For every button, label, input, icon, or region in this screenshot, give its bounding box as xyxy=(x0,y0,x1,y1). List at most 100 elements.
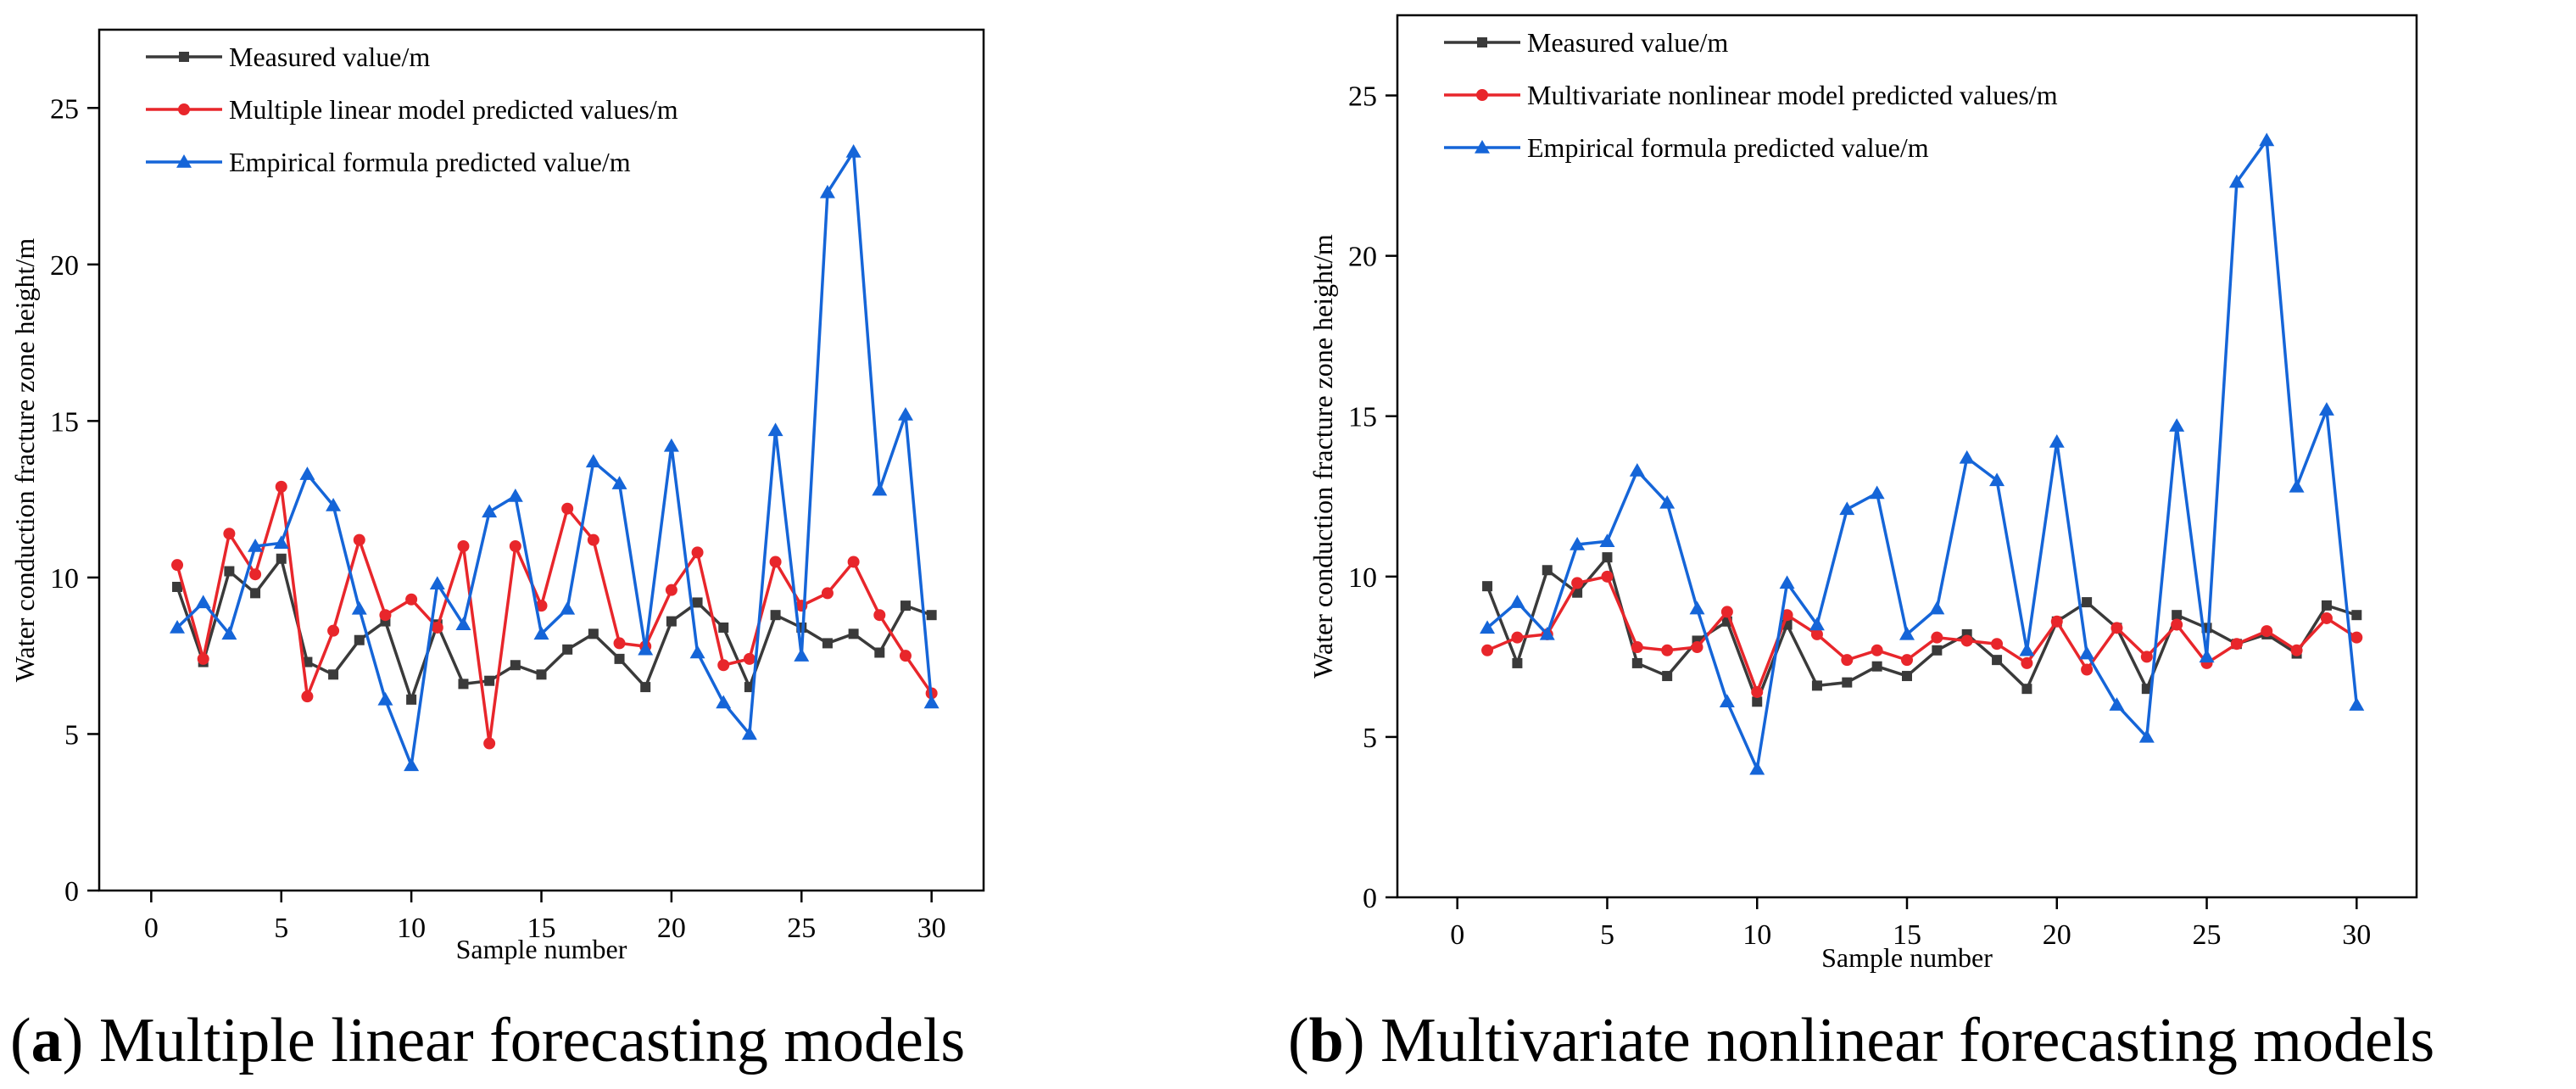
data-point-triangle xyxy=(170,619,186,634)
y-tick-label: 25 xyxy=(1348,81,1377,113)
legend-label: Empirical formula predicted value/m xyxy=(229,147,631,177)
data-point-triangle xyxy=(794,648,810,662)
data-point-triangle xyxy=(2049,433,2065,448)
data-point-triangle xyxy=(195,595,211,609)
data-point-square xyxy=(1842,677,1853,688)
caption-b-text: Multivariate nonlinear forecasting model… xyxy=(1380,1006,2435,1075)
data-point-circle xyxy=(431,621,443,634)
data-point-triangle xyxy=(689,645,705,659)
data-point-triangle xyxy=(845,143,861,158)
data-point-square xyxy=(2321,600,2332,611)
data-point-square xyxy=(1662,671,1673,682)
chart-b-svg: 0 5 10 15 20 25 30 0 5 10 15 20 25 Sample number Water… xyxy=(1308,14,2418,973)
data-point-square xyxy=(1932,645,1943,656)
data-point-circle xyxy=(1841,654,1854,667)
data-point-triangle xyxy=(273,535,289,550)
data-point-square xyxy=(640,682,651,693)
data-point-circle xyxy=(353,533,365,546)
x-axis-label: Sample number xyxy=(1821,942,1993,973)
data-point-circle xyxy=(1476,89,1488,101)
data-point-square xyxy=(2141,684,2152,695)
data-point-circle xyxy=(2261,625,2273,638)
data-point-triangle xyxy=(248,539,264,552)
data-point-circle xyxy=(2021,656,2033,669)
data-point-square xyxy=(718,622,729,633)
data-point-triangle xyxy=(663,438,679,452)
data-point-triangle xyxy=(1629,463,1645,477)
data-point-circle xyxy=(743,652,756,665)
x-tick-label: 15 xyxy=(1893,919,1921,951)
data-point-circle xyxy=(2140,651,2153,663)
data-point-triangle xyxy=(377,691,393,706)
data-point-triangle xyxy=(611,476,627,489)
data-point-square xyxy=(406,694,417,705)
data-point-triangle xyxy=(716,695,732,709)
series-line-nonlinear xyxy=(176,485,934,746)
legend-label: Measured value/m xyxy=(229,42,430,72)
data-point-triangle xyxy=(1749,761,1765,775)
data-point-circle xyxy=(249,568,262,581)
x-tick-label: 20 xyxy=(2043,919,2071,951)
data-point-circle xyxy=(665,584,677,596)
data-point-circle xyxy=(327,624,340,637)
data-point-triangle xyxy=(585,454,601,468)
data-point-square xyxy=(2082,597,2093,608)
caption-a: (a) Multiple linear forecasting models xyxy=(10,1006,966,1075)
y-axis-label: Water conduction fracture zone height/m xyxy=(1308,234,1338,679)
data-point-circle xyxy=(1481,644,1494,656)
data-point-square xyxy=(822,638,833,649)
data-point-triangle xyxy=(1839,501,1855,516)
y-tick-label: 15 xyxy=(1348,402,1377,433)
x-tick-label: 0 xyxy=(144,913,159,944)
data-point-triangle xyxy=(2019,642,2035,656)
y-tick-label: 0 xyxy=(64,876,79,908)
x-tick-label: 10 xyxy=(397,913,426,944)
data-point-circle xyxy=(2110,622,2123,634)
chart-panel-b: 0 5 10 15 20 25 30 0 5 10 15 20 25 Sample number Water… xyxy=(1288,0,2576,1089)
legend-label: Empirical formula predicted value/m xyxy=(1527,132,1929,163)
data-point-circle xyxy=(613,637,626,650)
caption-a-label: a xyxy=(31,1006,63,1075)
data-point-triangle xyxy=(897,406,913,421)
data-point-circle xyxy=(769,556,782,568)
data-point-circle xyxy=(1781,609,1793,622)
data-point-square xyxy=(926,610,937,621)
legend-label: Multivariate nonlinear model predicted v… xyxy=(1527,80,2058,110)
data-point-triangle xyxy=(1475,140,1490,154)
data-point-circle xyxy=(1960,634,1973,647)
data-point-square xyxy=(354,634,365,645)
data-point-square xyxy=(562,644,573,655)
data-point-triangle xyxy=(2079,645,2095,660)
data-point-circle xyxy=(847,556,860,568)
data-point-square xyxy=(1631,657,1642,668)
data-point-square xyxy=(458,679,469,690)
x-tick-label: 20 xyxy=(657,913,686,944)
data-point-triangle xyxy=(404,757,420,772)
data-point-triangle xyxy=(1899,626,1915,640)
data-point-circle xyxy=(1991,638,2004,651)
data-point-circle xyxy=(717,659,730,672)
y-tick-label: 10 xyxy=(1348,562,1377,594)
data-point-triangle xyxy=(638,641,654,656)
data-point-triangle xyxy=(1599,533,1615,547)
data-point-circle xyxy=(1720,606,1733,618)
x-tick-label: 0 xyxy=(1450,919,1464,951)
data-point-triangle xyxy=(923,695,940,709)
data-point-square xyxy=(179,52,189,62)
legend-label: Multiple linear model predicted values/m xyxy=(229,94,678,125)
data-point-circle xyxy=(1691,641,1703,654)
caption-a-text: Multiple linear forecasting models xyxy=(98,1006,966,1075)
data-point-triangle xyxy=(2138,729,2155,743)
data-point-square xyxy=(2172,610,2183,621)
data-point-circle xyxy=(873,609,886,622)
data-point-circle xyxy=(561,502,574,515)
data-point-circle xyxy=(899,650,912,662)
series-line-measured xyxy=(1486,556,2357,704)
y-tick-label: 5 xyxy=(1363,723,1377,754)
x-axis-label: Sample number xyxy=(456,934,627,964)
data-point-triangle xyxy=(560,600,576,615)
data-point-triangle xyxy=(221,626,237,640)
data-point-circle xyxy=(509,540,521,552)
legend-label: Measured value/m xyxy=(1527,27,1728,58)
data-point-square xyxy=(2021,684,2032,695)
